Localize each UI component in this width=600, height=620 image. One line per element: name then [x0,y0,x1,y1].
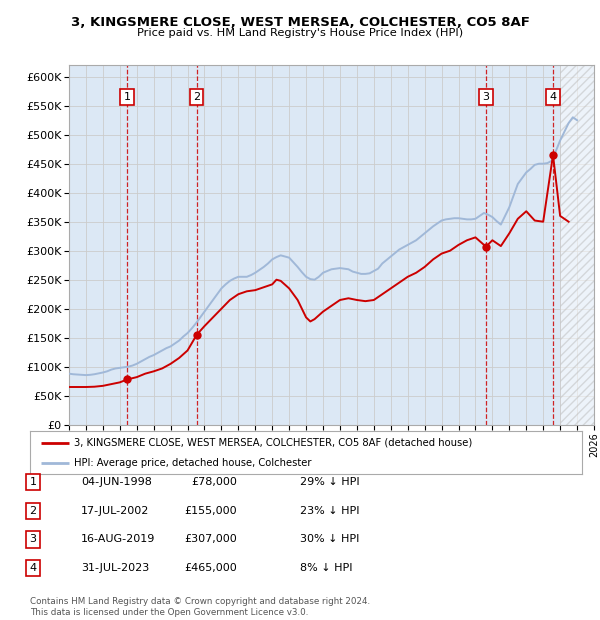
Text: 3, KINGSMERE CLOSE, WEST MERSEA, COLCHESTER, CO5 8AF (detached house): 3, KINGSMERE CLOSE, WEST MERSEA, COLCHES… [74,438,472,448]
Text: 17-JUL-2002: 17-JUL-2002 [81,506,149,516]
Text: 16-AUG-2019: 16-AUG-2019 [81,534,155,544]
Text: 23% ↓ HPI: 23% ↓ HPI [300,506,359,516]
Text: 2: 2 [29,506,37,516]
Text: £307,000: £307,000 [184,534,237,544]
Text: £155,000: £155,000 [184,506,237,516]
Text: 04-JUN-1998: 04-JUN-1998 [81,477,152,487]
Text: 4: 4 [550,92,557,102]
Text: Contains HM Land Registry data © Crown copyright and database right 2024.
This d: Contains HM Land Registry data © Crown c… [30,598,370,617]
Text: 3: 3 [29,534,37,544]
Text: Price paid vs. HM Land Registry's House Price Index (HPI): Price paid vs. HM Land Registry's House … [137,28,463,38]
Text: 3, KINGSMERE CLOSE, WEST MERSEA, COLCHESTER, CO5 8AF: 3, KINGSMERE CLOSE, WEST MERSEA, COLCHES… [71,16,529,29]
Text: £78,000: £78,000 [191,477,237,487]
Text: 1: 1 [29,477,37,487]
Text: 30% ↓ HPI: 30% ↓ HPI [300,534,359,544]
Text: £465,000: £465,000 [184,563,237,573]
Text: 3: 3 [482,92,490,102]
Text: 31-JUL-2023: 31-JUL-2023 [81,563,149,573]
Text: 2: 2 [193,92,200,102]
Text: 4: 4 [29,563,37,573]
Text: 1: 1 [124,92,131,102]
Text: HPI: Average price, detached house, Colchester: HPI: Average price, detached house, Colc… [74,458,311,467]
Text: 29% ↓ HPI: 29% ↓ HPI [300,477,359,487]
Bar [560,65,594,425]
Text: 8% ↓ HPI: 8% ↓ HPI [300,563,353,573]
